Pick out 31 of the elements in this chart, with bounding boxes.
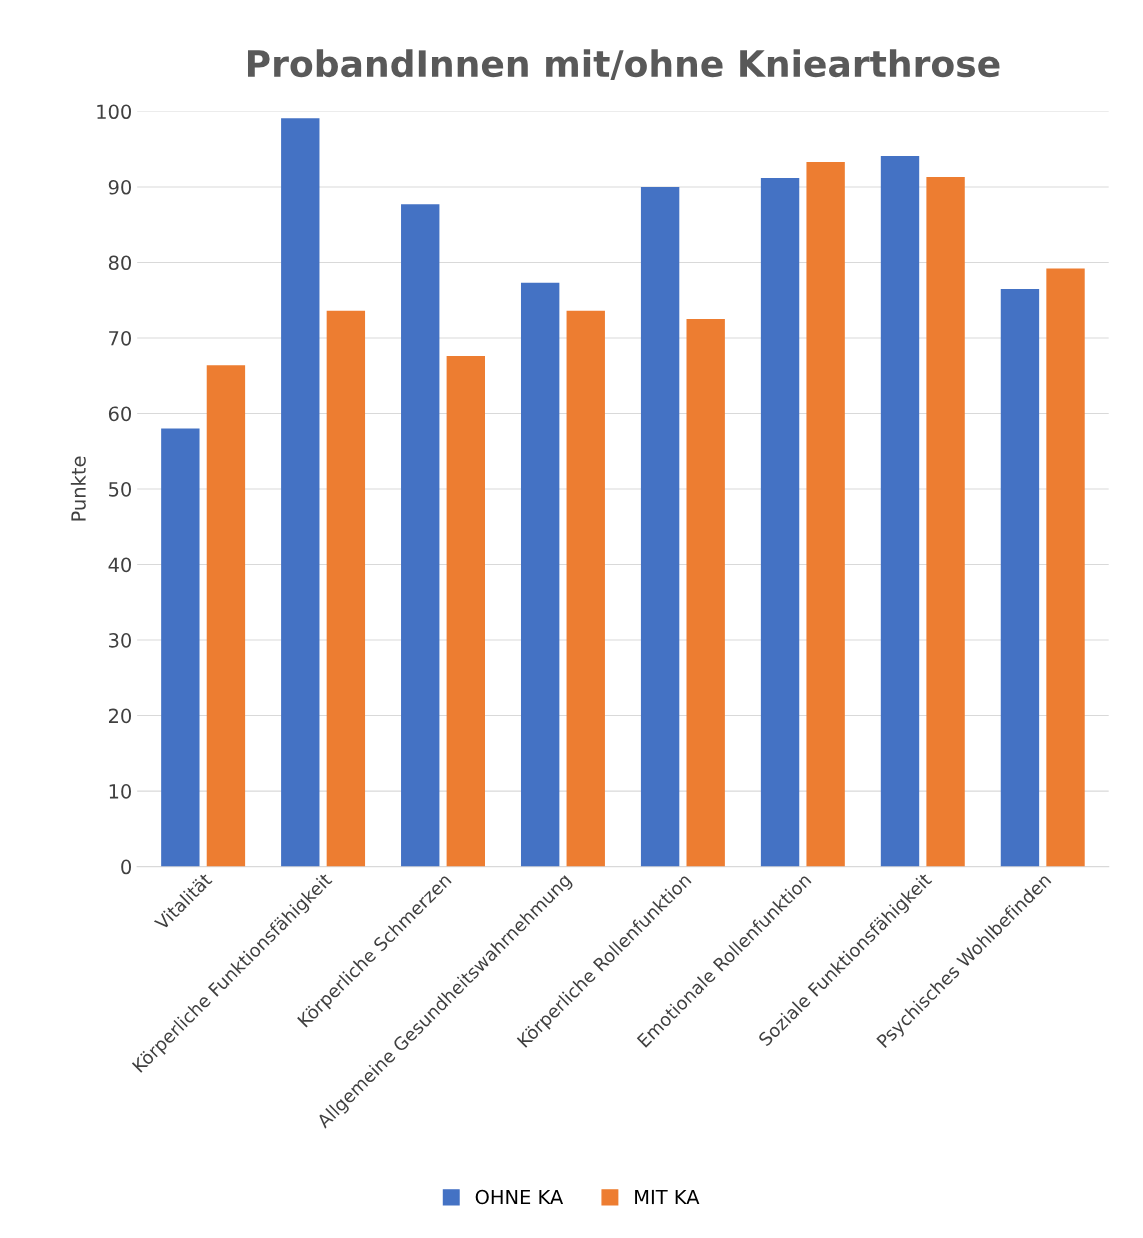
y-axis-title: Punkte: [70, 456, 86, 521]
bar: [566, 310, 605, 867]
y-tick-label: 70: [109, 330, 132, 346]
bar: [880, 155, 920, 867]
bar: [401, 204, 440, 867]
chart-title: ProbandInnen mit/ohne Kniearthrose: [247, 49, 1000, 81]
bar: [326, 310, 366, 867]
bar: [806, 162, 845, 867]
bar: [206, 365, 246, 867]
bar: [1046, 268, 1085, 867]
y-tick-label: 30: [109, 633, 132, 648]
bar: [1000, 288, 1040, 867]
y-tick-label: 10: [109, 784, 132, 799]
legend-label: OHNE KA: [475, 1189, 564, 1205]
bar: [686, 319, 725, 867]
bar: [446, 356, 485, 867]
y-tick-label: 0: [121, 859, 132, 875]
bar: [161, 428, 200, 867]
y-tick-label: 80: [108, 255, 132, 271]
y-tick-label: 40: [108, 557, 132, 573]
bar: [281, 118, 320, 867]
legend-label: MIT KA: [635, 1189, 700, 1205]
y-tick-label: 50: [109, 481, 132, 497]
y-tick-label: 90: [108, 179, 132, 195]
bar: [520, 282, 560, 867]
bar: [760, 177, 800, 867]
y-tick-label: 100: [97, 104, 132, 120]
y-tick-label: 20: [108, 708, 132, 724]
y-tick-label: 60: [108, 406, 132, 422]
bar: [640, 186, 680, 867]
bar: [926, 177, 965, 867]
